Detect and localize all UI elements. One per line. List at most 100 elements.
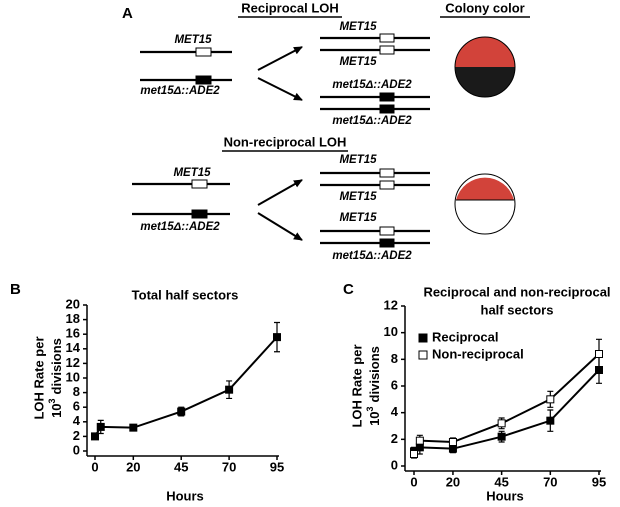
y-axis-label-sup: 3: [47, 398, 57, 403]
data-point: [129, 423, 138, 432]
gene-label: MET15: [339, 56, 377, 68]
data-point: [410, 450, 418, 458]
data-point: [415, 436, 424, 445]
x-tick-label: 95: [270, 459, 284, 474]
panel-label: C: [343, 281, 354, 298]
series-line: [413, 353, 600, 455]
y-axis-label: LOH Rate per: [349, 344, 364, 427]
series-line: [94, 336, 278, 437]
gene-label: met15Δ::ADE2: [332, 79, 412, 91]
y-tick-label: 8: [391, 351, 398, 366]
y-axis-label-rest: divisions: [367, 346, 382, 402]
arrow: [257, 46, 303, 71]
allele-ade2: [195, 75, 212, 85]
allele-met15: [195, 47, 212, 57]
gene-label: MET15: [339, 191, 377, 203]
y-tick-label: 0: [73, 442, 80, 457]
legend-label: Reciprocal: [432, 329, 498, 344]
gene-label: MET15: [174, 34, 212, 46]
y-tick-label: 0: [391, 457, 398, 472]
allele-ade2: [191, 209, 208, 219]
arrow: [257, 179, 303, 206]
colony: [454, 36, 516, 98]
allele-met15: [191, 179, 208, 189]
chart-title: Reciprocal and non-reciprocal: [423, 284, 610, 299]
y-tick-label: 2: [391, 431, 398, 446]
y-tick-label: 8: [73, 384, 80, 399]
y-tick-label: 18: [66, 311, 80, 326]
y-tick-label: 10: [384, 324, 398, 339]
colony-red: [456, 177, 514, 200]
allele-ade2: [379, 92, 395, 102]
allele-met15: [379, 45, 395, 55]
data-point: [96, 422, 105, 431]
gene-label: met15Δ::ADE2: [140, 85, 220, 97]
section-title: Non-reciprocal LOH: [224, 134, 347, 149]
section-title: Reciprocal LOH: [241, 0, 339, 15]
y-tick-label: 16: [66, 326, 80, 341]
gene-label: MET15: [339, 212, 377, 224]
data-point: [177, 407, 186, 416]
panel-a: A Reciprocal LOH Colony color MET15 met1…: [122, 0, 530, 262]
x-tick-label: 0: [91, 459, 98, 474]
colony-black: [455, 67, 515, 97]
y-tick-label: 12: [66, 355, 80, 370]
chart-title: half sectors: [481, 302, 554, 317]
data-point: [497, 432, 506, 441]
gene-label: MET15: [339, 154, 377, 166]
y-axis-label-sup: 3: [365, 406, 375, 411]
x-axis-label: Hours: [486, 488, 524, 503]
allele-met15: [379, 226, 395, 236]
gene-label: met15Δ::ADE2: [332, 250, 412, 262]
gene-label: MET15: [339, 21, 377, 33]
x-tick-label: 20: [126, 459, 140, 474]
y-axis-label-rest: divisions: [49, 338, 64, 394]
allele-met15: [379, 168, 395, 178]
column-title: Colony color: [445, 0, 524, 15]
x-tick-label: 0: [410, 474, 417, 489]
allele-met15: [379, 33, 395, 43]
y-tick-label: 14: [66, 340, 81, 355]
x-tick-label: 45: [174, 459, 188, 474]
data-point: [546, 416, 555, 425]
y-tick-label: 10: [66, 369, 80, 384]
data-point: [546, 395, 555, 404]
y-axis-label: 103 divisions: [47, 338, 64, 418]
y-tick-label: 12: [384, 297, 398, 312]
data-point: [273, 333, 281, 342]
series-line: [413, 369, 600, 453]
data-point: [448, 438, 457, 446]
y-tick-label: 2: [73, 428, 80, 443]
x-tick-label: 45: [494, 474, 508, 489]
allele-met15: [379, 180, 395, 190]
y-axis-label: 103 divisions: [365, 346, 382, 426]
arrow: [257, 77, 303, 101]
y-tick-label: 6: [73, 399, 80, 414]
allele-ade2: [379, 104, 395, 114]
x-tick-label: 20: [446, 474, 460, 489]
y-tick-label: 4: [391, 404, 399, 419]
colony-red: [455, 37, 515, 67]
legend-swatch: [418, 333, 428, 343]
x-axis-label: Hours: [166, 488, 204, 503]
x-tick-label: 70: [543, 474, 557, 489]
panel-label: A: [122, 5, 133, 22]
legend-label: Non-reciprocal: [432, 346, 524, 361]
colony: [454, 173, 516, 235]
chart-title: Total half sectors: [132, 287, 239, 302]
y-axis-label: LOH Rate per: [31, 336, 46, 419]
panel-label: B: [10, 281, 21, 298]
y-axis-label-base: 10: [367, 411, 382, 425]
y-tick-label: 20: [66, 296, 80, 311]
x-tick-label: 70: [222, 459, 236, 474]
data-point: [497, 419, 506, 428]
legend-swatch: [418, 350, 428, 360]
gene-label: met15Δ::ADE2: [140, 221, 220, 233]
data-point: [91, 432, 99, 441]
data-point: [225, 385, 234, 394]
data-point: [595, 350, 603, 358]
allele-ade2: [379, 238, 395, 248]
y-tick-label: 4: [73, 413, 81, 428]
y-tick-label: 6: [391, 377, 398, 392]
